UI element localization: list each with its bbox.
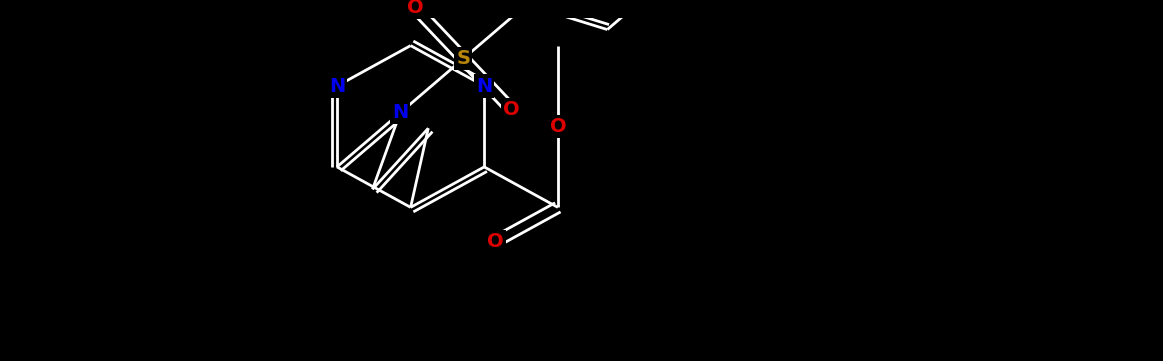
- Text: O: O: [407, 0, 423, 17]
- Text: O: O: [504, 100, 520, 119]
- Text: O: O: [550, 117, 566, 136]
- Text: N: N: [329, 77, 345, 96]
- Text: S: S: [456, 49, 470, 68]
- Text: O: O: [487, 232, 504, 251]
- Text: N: N: [392, 103, 408, 122]
- Text: N: N: [476, 77, 492, 96]
